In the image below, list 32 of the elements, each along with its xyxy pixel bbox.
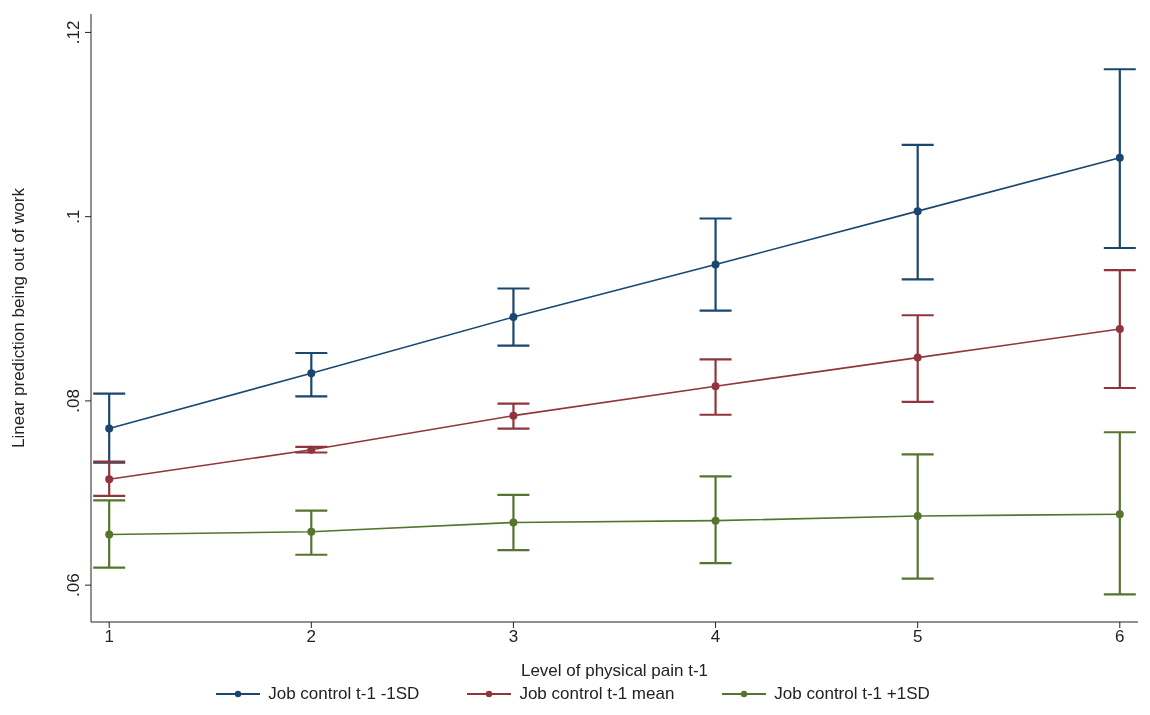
- y-tick-label: .08: [64, 389, 83, 413]
- x-tick-label: 2: [306, 627, 317, 647]
- point: [711, 260, 720, 269]
- x-tick-label: 6: [1115, 627, 1125, 647]
- legend-label: Job control t-1 -1SD: [267, 684, 420, 704]
- x-tick-label: 4: [710, 627, 721, 647]
- point: [307, 527, 316, 536]
- point: [105, 530, 114, 539]
- point: [913, 207, 922, 216]
- point: [1115, 153, 1124, 162]
- point: [711, 382, 720, 391]
- y-tick-label: .12: [64, 20, 83, 45]
- y-tick-label: .06: [64, 573, 83, 597]
- x-tick-label: 5: [912, 627, 923, 647]
- point: [105, 475, 114, 484]
- point: [1115, 510, 1124, 519]
- x-tick-label: 1: [104, 627, 114, 647]
- point: [711, 516, 720, 525]
- point: [913, 353, 922, 362]
- point: [509, 518, 518, 527]
- legend-label: Job control t-1 +1SD: [773, 684, 930, 704]
- legend-label: Job control t-1 mean: [518, 684, 675, 704]
- point: [1115, 325, 1124, 334]
- y-axis-title: Linear prediction being out of work: [9, 187, 29, 448]
- point: [509, 411, 518, 420]
- point: [509, 313, 518, 322]
- y-tick-label: .1: [64, 209, 83, 224]
- point: [105, 424, 114, 433]
- point: [913, 512, 922, 521]
- x-axis-title: Level of physical pain t-1: [520, 661, 709, 680]
- point: [307, 369, 316, 378]
- x-tick-label: 3: [508, 627, 519, 647]
